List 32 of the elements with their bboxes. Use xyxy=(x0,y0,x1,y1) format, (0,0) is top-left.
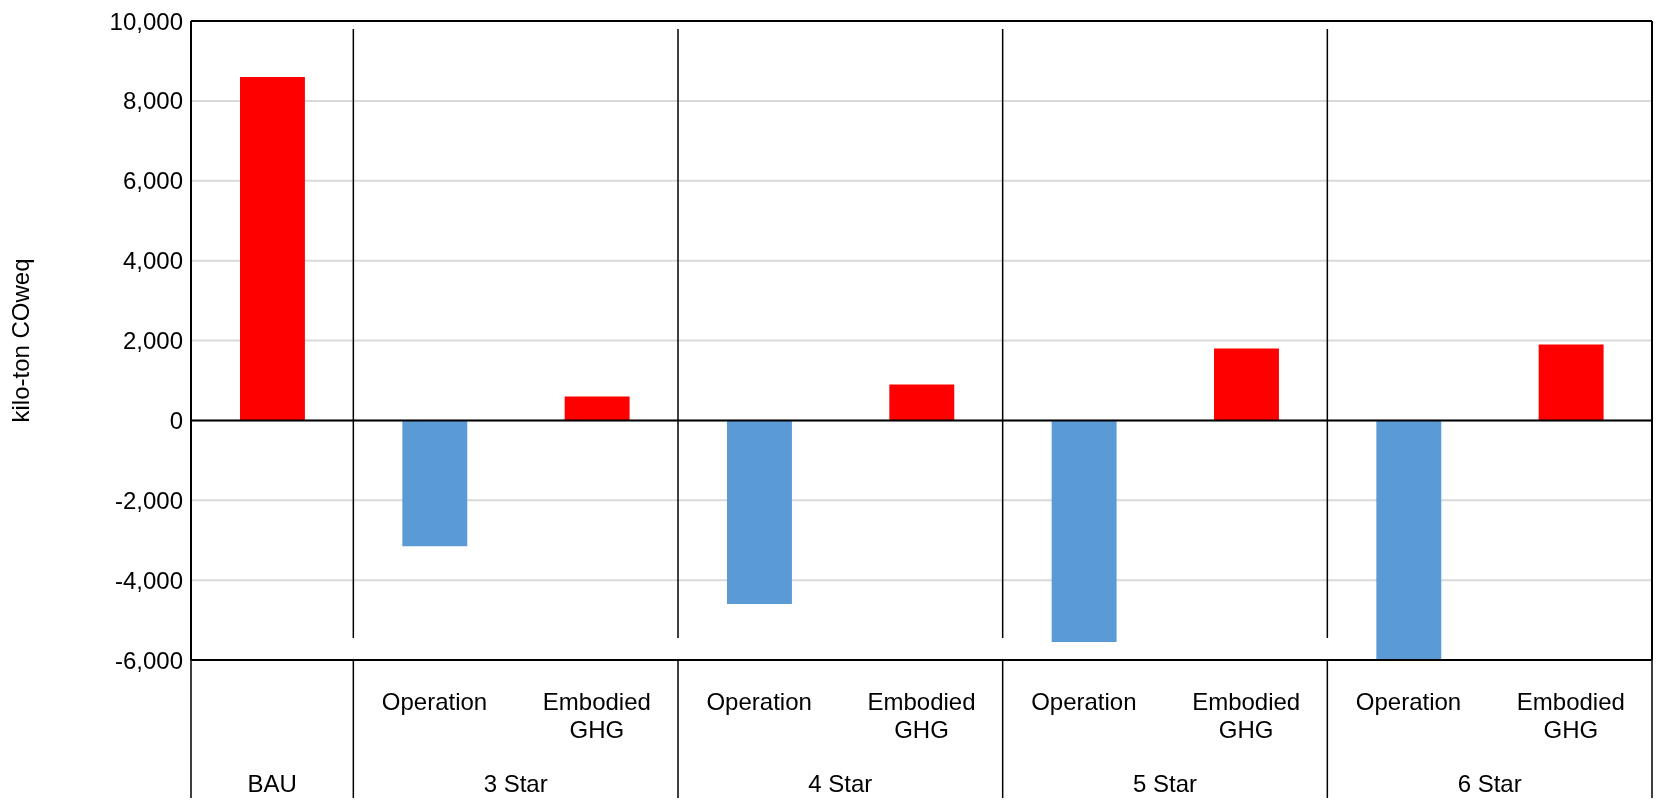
text: 6 Star xyxy=(1457,770,1522,797)
x-tick-label: Embodied GHG xyxy=(867,688,976,743)
text: BAU xyxy=(247,770,297,797)
text: 5 Star xyxy=(1132,770,1198,797)
bar xyxy=(1214,348,1279,421)
y-tick-label: 4,000 xyxy=(122,247,183,275)
bar xyxy=(727,420,792,605)
bar xyxy=(402,420,468,547)
y-tick-label: 6,000 xyxy=(122,167,183,195)
bar xyxy=(240,76,305,421)
x-tick-label: Embodied GHG xyxy=(1516,688,1625,743)
x-tick-label: Embodied GHG xyxy=(1192,688,1301,743)
bar xyxy=(1538,344,1604,421)
text: 3 Star xyxy=(483,770,548,797)
y-tick-label: 8,000 xyxy=(122,87,183,115)
y-tick-label: -6,000 xyxy=(114,646,183,674)
y-tick-label: -4,000 xyxy=(114,566,183,594)
y-axis-title: kilo-ton COweq xyxy=(6,258,34,423)
bar xyxy=(889,384,955,421)
y-tick-label: -2,000 xyxy=(114,486,183,514)
y-tick-label: 2,000 xyxy=(122,327,183,355)
text: 4 Star xyxy=(808,770,873,797)
x-tick-label: Operation xyxy=(1031,688,1137,715)
x-tick-label: Embodied GHG xyxy=(542,688,651,743)
y-tick-label: 10,000 xyxy=(109,7,183,35)
bar xyxy=(1051,420,1117,643)
x-tick-label: Operation xyxy=(381,688,488,715)
bar xyxy=(1376,420,1442,660)
x-tick-label: Operation xyxy=(706,688,812,715)
bar xyxy=(564,396,630,421)
y-tick-label: 0 xyxy=(169,406,183,434)
x-tick-label: Operation xyxy=(1355,688,1462,715)
